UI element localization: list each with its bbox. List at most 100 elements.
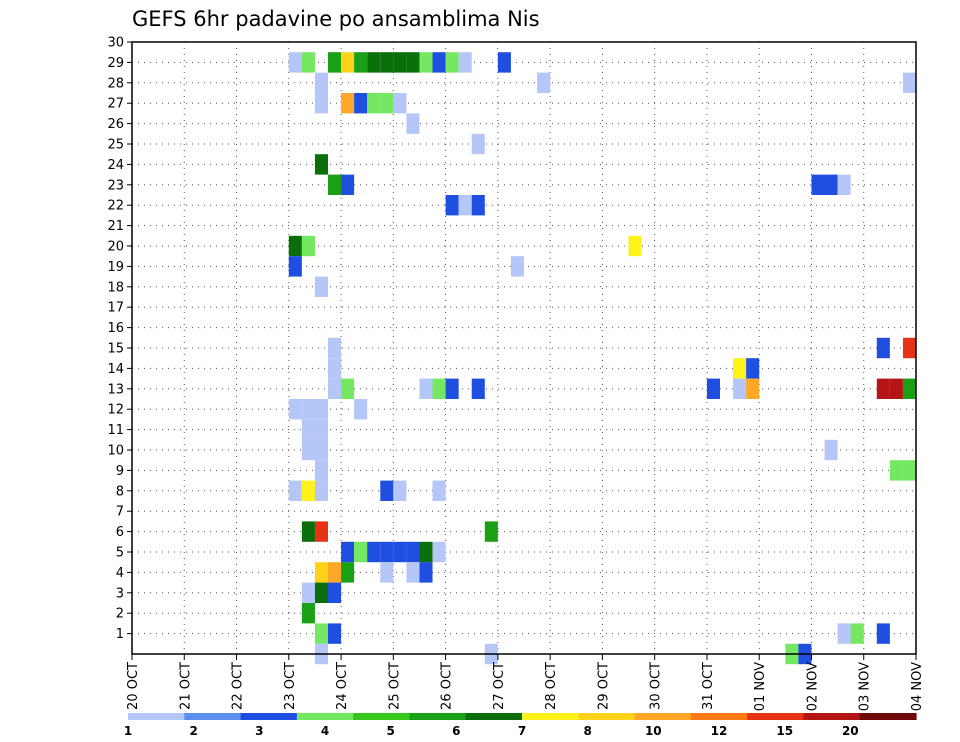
x-tick-label: 28 OCT	[544, 662, 559, 710]
heatmap-cell	[328, 358, 342, 379]
heatmap-cell	[406, 52, 420, 73]
y-tick-label: 12	[107, 403, 124, 418]
heatmap-cells	[288, 52, 916, 665]
x-axis-ticks: 20 OCT 21 OCT 22 OCT 23 OCT 24 OCT 25 OCT 26 O…	[126, 654, 925, 711]
legend-color-swatch	[578, 713, 636, 720]
heatmap-cell	[380, 480, 394, 501]
legend-level-label: 1	[124, 724, 132, 738]
heatmap-cell	[406, 562, 420, 583]
heatmap-cell	[484, 521, 498, 542]
x-tick-label: 01 NOV	[753, 662, 768, 711]
legend-color-swatch	[296, 713, 354, 720]
heatmap-cell	[301, 399, 315, 420]
legend-level-label: 3	[255, 724, 263, 738]
heatmap-cell	[419, 52, 433, 73]
heatmap-cell	[419, 378, 433, 399]
heatmap-cell	[380, 93, 394, 114]
heatmap-cell	[380, 541, 394, 563]
y-tick-label: 8	[116, 484, 124, 499]
legend-color-swatch	[353, 713, 411, 720]
heatmap-cell	[288, 52, 302, 73]
heatmap-cell	[288, 235, 302, 257]
y-tick-label: 20	[107, 240, 124, 255]
heatmap-cell	[432, 480, 446, 501]
y-tick-label: 21	[107, 219, 124, 234]
heatmap-cell	[445, 52, 459, 73]
x-tick-label: 25 OCT	[387, 662, 402, 710]
heatmap-cell	[733, 358, 747, 379]
color-legend: 1 2 3 4 5 6 7 8 10 12 15 20	[124, 713, 917, 738]
heatmap-cell	[889, 378, 903, 399]
heatmap-cell	[432, 378, 446, 399]
heatmap-cell	[537, 72, 551, 93]
legend-color-swatch	[240, 713, 298, 720]
heatmap-cell	[288, 256, 302, 277]
heatmap-cell	[301, 603, 315, 624]
heatmap-cell	[393, 480, 407, 501]
x-tick-label: 03 NOV	[858, 662, 873, 711]
heatmap-cell	[902, 378, 916, 399]
y-tick-label: 14	[107, 362, 124, 377]
y-tick-label: 23	[107, 178, 124, 193]
legend-level-label: 20	[842, 724, 859, 738]
heatmap-cell	[341, 541, 355, 563]
x-tick-label: 22 OCT	[231, 662, 246, 710]
y-tick-label: 25	[107, 138, 124, 153]
heatmap-cell	[328, 52, 342, 73]
heatmap-cell	[445, 195, 459, 216]
x-tick-label: 21 OCT	[178, 662, 193, 710]
x-tick-label: 24 OCT	[335, 662, 350, 710]
heatmap-cell	[328, 582, 342, 603]
heatmap-cell	[380, 562, 394, 583]
heatmap-cell	[706, 378, 720, 399]
x-tick-label: 20 OCT	[126, 662, 141, 710]
x-tick-label: 27 OCT	[492, 662, 507, 710]
legend-level-label: 6	[452, 724, 460, 738]
heatmap-cell	[419, 541, 433, 563]
heatmap-cell	[301, 235, 315, 257]
legend-color-swatch	[465, 713, 523, 720]
heatmap-cell	[380, 52, 394, 73]
heatmap-cell	[328, 562, 342, 583]
y-tick-label: 6	[116, 525, 124, 540]
heatmap-cell	[341, 174, 355, 195]
heatmap-cell	[393, 52, 407, 73]
heatmap-cell	[314, 480, 328, 501]
heatmap-cell	[301, 439, 315, 461]
heatmap-cell	[314, 582, 328, 603]
y-tick-label: 24	[107, 158, 124, 173]
heatmap-cell	[354, 541, 368, 563]
y-tick-label: 15	[107, 342, 124, 357]
heatmap-cell	[314, 562, 328, 583]
x-tick-label: 31 OCT	[701, 662, 716, 710]
legend-color-swatch	[803, 713, 861, 720]
x-tick-label: 30 OCT	[649, 662, 664, 710]
y-tick-label: 29	[107, 56, 124, 71]
heatmap-cell	[419, 562, 433, 583]
heatmap-cell	[458, 195, 472, 216]
heatmap-cell	[393, 541, 407, 563]
heatmap-cell	[902, 460, 916, 481]
heatmap-cell	[733, 378, 747, 399]
y-tick-label: 13	[107, 382, 124, 397]
heatmap-cell	[288, 399, 302, 420]
heatmap-cell	[341, 52, 355, 73]
heatmap-cell	[471, 378, 485, 399]
heatmap-cell	[432, 541, 446, 563]
y-tick-label: 11	[107, 423, 124, 438]
y-tick-label: 10	[107, 444, 124, 459]
legend-level-label: 2	[190, 724, 198, 738]
heatmap-cell	[902, 72, 916, 93]
heatmap-cell	[354, 93, 368, 114]
heatmap-cell	[341, 562, 355, 583]
heatmap-cell	[301, 521, 315, 542]
legend-level-label: 5	[387, 724, 395, 738]
heatmap-cell	[314, 154, 328, 175]
x-tick-label: 29 OCT	[596, 662, 611, 710]
heatmap-cell	[354, 52, 368, 73]
heatmap-cell	[314, 439, 328, 461]
heatmap-cell	[471, 133, 485, 155]
heatmap-cell	[288, 480, 302, 501]
legend-color-swatch	[409, 713, 467, 720]
